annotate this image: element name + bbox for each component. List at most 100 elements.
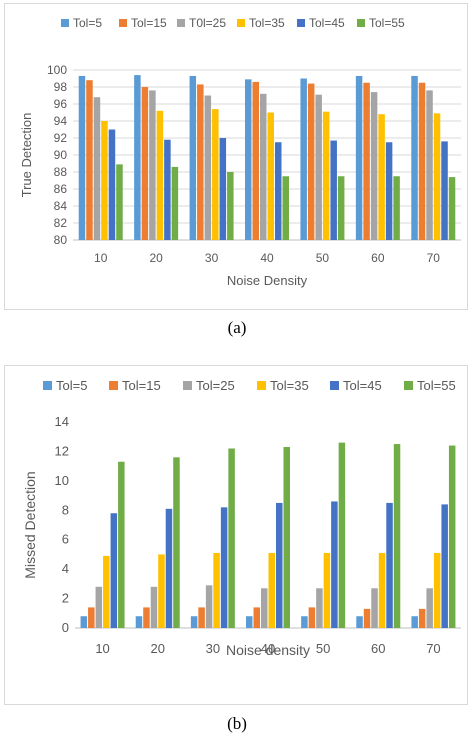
bar xyxy=(253,607,260,628)
bar xyxy=(93,97,101,240)
legend-swatch xyxy=(330,381,339,390)
legend-label: Tol=35 xyxy=(270,378,309,393)
x-tick-label: 70 xyxy=(426,641,440,656)
legend-swatch xyxy=(297,19,305,27)
bar xyxy=(267,112,274,240)
caption-a: (a) xyxy=(227,318,247,337)
legend-swatch xyxy=(257,381,266,390)
bar xyxy=(275,142,282,240)
legend-label: Tol=55 xyxy=(369,16,405,30)
y-tick-label: 12 xyxy=(55,443,69,458)
bar xyxy=(393,444,401,628)
bar xyxy=(101,121,108,240)
legend-swatch xyxy=(177,19,185,27)
x-tick-label: 30 xyxy=(206,641,220,656)
bar xyxy=(426,90,433,241)
missed-detection-chart: Tol=5 Tol=15 Tol=25 Tol=35 Tol=45 Tol=55 0 2 4 6 8… xyxy=(22,378,461,658)
legend-label: Tol=15 xyxy=(122,378,161,393)
bar xyxy=(418,608,426,628)
y-tick-label: 10 xyxy=(55,473,69,488)
y-tick-label: 92 xyxy=(54,131,68,145)
bar xyxy=(330,140,337,240)
bar xyxy=(190,616,198,628)
bar xyxy=(316,588,323,628)
bar xyxy=(245,79,252,240)
x-axis-title: Noise Density xyxy=(227,273,308,288)
y-tick-label: 94 xyxy=(54,114,68,128)
bar xyxy=(164,139,171,240)
chart-a-panel: Tol=5 Tol=15 T0l=25 Tol=35 Tol=45 Tol=55 80 82 8… xyxy=(4,3,468,310)
y-tick-label: 8 xyxy=(62,502,69,517)
bar xyxy=(370,92,378,240)
bar xyxy=(363,82,370,240)
bar xyxy=(308,607,316,628)
legend-swatch xyxy=(61,19,69,27)
y-tick-label: 6 xyxy=(62,532,69,547)
legend-label: Tol=5 xyxy=(73,16,102,30)
bar xyxy=(143,607,150,628)
bar xyxy=(448,177,456,240)
y-tick-label: 98 xyxy=(54,80,68,94)
legend-swatch xyxy=(43,381,52,390)
bar xyxy=(411,616,418,628)
y-tick-label: 4 xyxy=(62,561,69,576)
bar xyxy=(165,508,173,628)
bar xyxy=(268,552,275,628)
y-tick-label: 80 xyxy=(54,233,68,247)
y-tick-label: 84 xyxy=(54,199,68,213)
legend-label: Tol=5 xyxy=(56,378,87,393)
bar xyxy=(441,141,448,240)
bar xyxy=(411,75,418,240)
bar xyxy=(356,616,363,628)
legend-label: Tol=45 xyxy=(343,378,382,393)
y-axis-title: Missed Detection xyxy=(22,471,38,578)
bar xyxy=(80,616,88,628)
legend-swatch xyxy=(357,19,365,27)
bar xyxy=(156,110,164,240)
bar xyxy=(355,75,363,240)
bar xyxy=(323,552,331,628)
bar xyxy=(212,109,219,240)
x-tick-label: 70 xyxy=(427,251,441,265)
bar xyxy=(78,75,86,240)
bar xyxy=(173,457,180,628)
caption-b: (b) xyxy=(227,714,247,733)
bar xyxy=(228,448,235,628)
bar xyxy=(337,176,345,240)
bar xyxy=(213,552,220,628)
bar xyxy=(331,501,338,628)
bar xyxy=(441,504,448,628)
bar xyxy=(371,588,378,628)
x-tick-label: 40 xyxy=(261,641,275,656)
bar xyxy=(189,75,197,240)
bar xyxy=(116,164,123,240)
bar xyxy=(108,129,116,240)
bar xyxy=(426,588,433,628)
x-axis-title: Noise density xyxy=(226,642,310,658)
bar xyxy=(88,607,95,628)
bar xyxy=(205,585,213,628)
y-axis-title: True Detection xyxy=(19,113,34,198)
bar xyxy=(118,461,125,628)
bar xyxy=(141,87,149,240)
bar xyxy=(261,588,268,628)
bar xyxy=(307,83,315,240)
bar xyxy=(282,176,289,240)
bar xyxy=(433,113,441,240)
legend-label: Tol=25 xyxy=(196,378,235,393)
bar xyxy=(322,111,330,241)
bar xyxy=(418,82,426,240)
y-tick-label: 82 xyxy=(54,216,68,230)
bar xyxy=(260,93,267,240)
y-tick-label: 96 xyxy=(54,97,68,111)
bar xyxy=(149,90,156,241)
bar xyxy=(197,84,204,240)
legend-label: Tol=15 xyxy=(131,16,167,30)
bar xyxy=(134,75,141,240)
legend-swatch xyxy=(119,19,127,27)
bar xyxy=(393,176,400,240)
bar xyxy=(283,447,290,628)
legend-label: Tol=55 xyxy=(417,378,456,393)
y-tick-label: 0 xyxy=(62,620,69,635)
bar xyxy=(198,607,205,628)
